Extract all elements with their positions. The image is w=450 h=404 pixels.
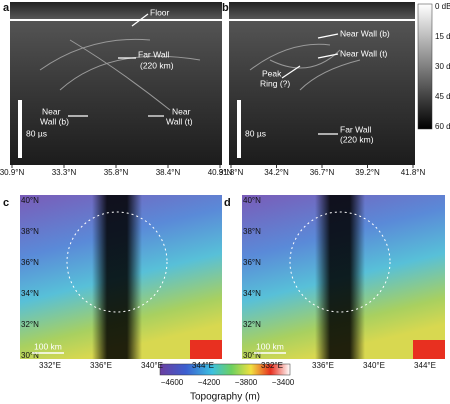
lon-label: 340°E [141,361,163,370]
lat-label: 36°N [243,258,261,267]
colorbar-label: 0 dB [435,2,450,11]
x-tick-label: 35.8°N [104,168,129,177]
radargram-b [229,2,415,165]
x-tick-label: 33.3°N [52,168,77,177]
echo-lines [249,43,361,91]
topo-colorbar [159,363,291,376]
annotation: Wall (t) [166,116,193,126]
lat-label: 34°N [21,289,39,298]
colorbar-label: 15 dB [435,32,450,41]
crater-rim [66,211,168,313]
lat-label: 32°N [243,320,261,329]
lat-label: 38°N [243,227,261,236]
x-tick-label: 38.4°N [156,168,181,177]
scale-bar-label: 80 µs [245,128,266,138]
annotation: Far Wall [340,124,371,134]
x-tick-label: 41.8°N [401,168,426,177]
lon-label: 344°E [192,361,214,370]
panel-letter: a [3,2,10,14]
lat-label: 36°N [21,258,39,267]
lat-label: 30°N [243,351,261,360]
colorbar-label: 45 dB [435,92,450,101]
lon-label: 336°E [90,361,112,370]
arrow [317,33,339,39]
colorbar-label: −4600 [161,378,184,387]
topo-colorbar-label: Topography (m) [190,392,260,403]
lon-label: 344°E [414,361,436,370]
radargram-a [10,2,222,165]
crater-rim [289,211,391,313]
high-terrain [413,340,445,359]
lat-label: 34°N [243,289,261,298]
lat-label: 32°N [21,320,39,329]
lon-label: 332°E [261,361,283,370]
colorbar-label: −4200 [198,378,221,387]
panel-letter: b [222,2,229,14]
radar-clutter-band [315,195,365,359]
annotation: Near Wall (b) [340,28,390,38]
colorbar-label: −3400 [272,378,295,387]
annotation: (220 km) [140,60,174,70]
lat-label: 30°N [21,351,39,360]
lat-label: 38°N [21,227,39,236]
annotation: (220 km) [340,134,374,144]
annotation: Near [42,106,61,116]
annotation: Far Wall [138,49,169,59]
lon-label: 332°E [39,361,61,370]
x-tick-label: 39.2°N [355,168,380,177]
scale-bar-label: 100 km [34,341,62,351]
lat-label: 40°N [243,196,261,205]
annotation: Floor [150,7,170,17]
annotation: Near [172,106,191,116]
arrow [317,53,339,59]
x-tick-label: 31.8°N [219,168,244,177]
scale-bar [237,100,241,158]
panel-letter: d [224,197,231,209]
panel-letter: c [3,197,9,209]
scale-bar-label: 80 µs [26,128,47,138]
scale-bar [18,100,22,158]
arrow [131,13,149,27]
annotation: Ring (?) [260,78,290,88]
x-tick-label: 34.2°N [264,168,289,177]
colorbar-label: 30 dB [435,62,450,71]
db-colorbar [417,3,433,130]
annotation: Wall (b) [40,116,69,126]
radar-clutter-band [92,195,142,359]
annotation: Near Wall (t) [340,48,388,58]
lon-label: 336°E [312,361,334,370]
arrow [281,65,301,79]
colorbar-label: 60 dB [435,122,450,131]
colorbar-label: −3800 [235,378,258,387]
x-tick-label: 30.9°N [0,168,24,177]
annotation: Peak [262,68,282,78]
high-terrain [190,340,222,359]
lat-label: 40°N [21,196,39,205]
lon-label: 340°E [363,361,385,370]
scale-bar-label: 100 km [256,341,284,351]
x-tick-label: 40.9°N [208,168,233,177]
x-tick-label: 36.7°N [310,168,335,177]
echo-lines [39,38,201,111]
